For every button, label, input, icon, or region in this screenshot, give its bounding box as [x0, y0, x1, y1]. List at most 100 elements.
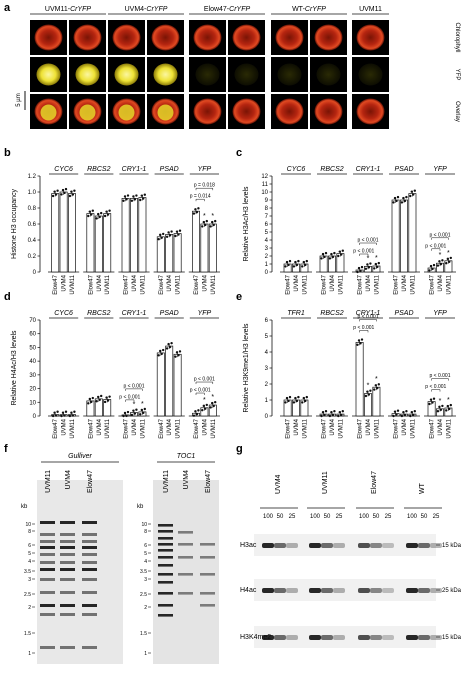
blot-band — [158, 573, 173, 576]
data-point — [108, 395, 111, 398]
blot-band — [178, 543, 193, 546]
significance-star: * — [141, 401, 144, 408]
data-point — [204, 223, 207, 227]
overlay-yfp — [79, 104, 96, 121]
blot-band — [82, 561, 97, 564]
data-point — [436, 264, 440, 267]
data-point — [302, 396, 305, 400]
data-point — [175, 230, 179, 233]
blot-band — [40, 540, 55, 543]
data-point — [448, 260, 451, 263]
data-point — [287, 399, 290, 403]
data-point — [305, 395, 308, 399]
y-tick-label: 70 — [29, 318, 36, 324]
western-band — [418, 543, 430, 548]
data-point — [63, 414, 66, 417]
y-tick-label: 50 — [29, 345, 36, 351]
blot-band — [40, 561, 55, 564]
data-point — [70, 190, 73, 193]
data-point — [341, 410, 344, 413]
data-point — [292, 265, 296, 268]
gene-label: PSAD — [394, 166, 413, 173]
data-point — [340, 413, 343, 417]
data-point — [396, 195, 400, 199]
data-point — [162, 348, 165, 352]
significance-star: * — [447, 397, 450, 404]
western-band — [418, 635, 430, 640]
y-tick-label: 5 — [265, 230, 269, 236]
data-point — [405, 195, 408, 199]
strain-label: UVM4 — [438, 418, 444, 435]
p-value-label: p < 0.001 — [124, 383, 145, 389]
data-point — [284, 265, 287, 268]
gene-label: CRY1-1 — [122, 166, 147, 173]
data-point — [294, 260, 297, 264]
marker-label: 25 kDa — [442, 588, 462, 594]
significance-star: * — [203, 213, 206, 220]
western-band — [274, 635, 286, 640]
data-point — [132, 195, 135, 198]
data-point — [449, 403, 452, 407]
data-point — [123, 195, 127, 198]
blot-band — [82, 533, 97, 536]
blot-band — [40, 578, 55, 581]
p-value-label: p < 0.001 — [353, 249, 374, 255]
data-point — [337, 414, 340, 418]
data-point — [139, 198, 142, 202]
significance-star: * — [367, 383, 370, 390]
data-point — [432, 263, 436, 267]
chloroplast — [151, 24, 180, 51]
blot-band — [60, 533, 75, 536]
strain-label: Elow47 — [159, 274, 165, 294]
strain-label: UVM4 — [97, 274, 103, 291]
row-label: YFP — [454, 69, 460, 81]
data-point — [105, 210, 108, 213]
data-point — [195, 413, 199, 416]
data-point — [68, 194, 72, 198]
y-tick-label: 0.6 — [28, 222, 37, 228]
strain-label: UVM11 — [105, 274, 111, 294]
blot-membrane — [37, 480, 123, 664]
data-point — [175, 351, 179, 354]
row-label: Overlay — [454, 101, 460, 122]
western-band — [286, 635, 298, 640]
chloroplast — [112, 24, 141, 51]
strain-label: UVM4 — [438, 274, 444, 291]
data-point — [396, 409, 400, 412]
p-value-label: p < 0.001 — [119, 394, 140, 400]
blot-band — [158, 537, 173, 540]
strain-label: Elow47 — [159, 418, 165, 438]
kb-tick-label: 8 — [28, 529, 31, 535]
western-band — [370, 588, 382, 593]
overlay-yfp — [157, 104, 174, 121]
data-point — [95, 217, 98, 220]
p-value-label: p < 0.001 — [425, 384, 446, 390]
yfp-signal — [358, 63, 383, 86]
strain-label: UVM4 — [294, 418, 300, 435]
data-point — [61, 411, 65, 414]
data-point — [436, 410, 440, 413]
data-point — [284, 401, 287, 404]
data-point — [402, 196, 405, 200]
gene-label: RBCS2 — [320, 166, 343, 173]
strain-label: Elow47 — [88, 274, 94, 294]
load-label: 100 — [310, 514, 321, 520]
western-band — [274, 543, 286, 548]
kb-tick-label: 1.5 — [24, 631, 31, 637]
data-point — [73, 189, 76, 192]
p-value-bracket — [359, 319, 377, 322]
y-tick-label: 10 — [29, 400, 36, 406]
data-point — [201, 225, 204, 228]
chloroplast — [193, 98, 222, 125]
y-tick-label: 11 — [262, 182, 269, 188]
western-band — [333, 635, 345, 640]
chart-b: 0 0.2 0.4 0.6 0.8 1.0 1.2 Histone H3 occupancy C… — [11, 166, 220, 295]
data-point — [174, 234, 177, 238]
strain-header: UVM11 — [359, 6, 382, 13]
data-point — [130, 413, 134, 417]
data-point — [61, 188, 65, 192]
data-point — [202, 404, 205, 408]
chloroplast — [275, 24, 304, 51]
bar — [94, 215, 103, 273]
